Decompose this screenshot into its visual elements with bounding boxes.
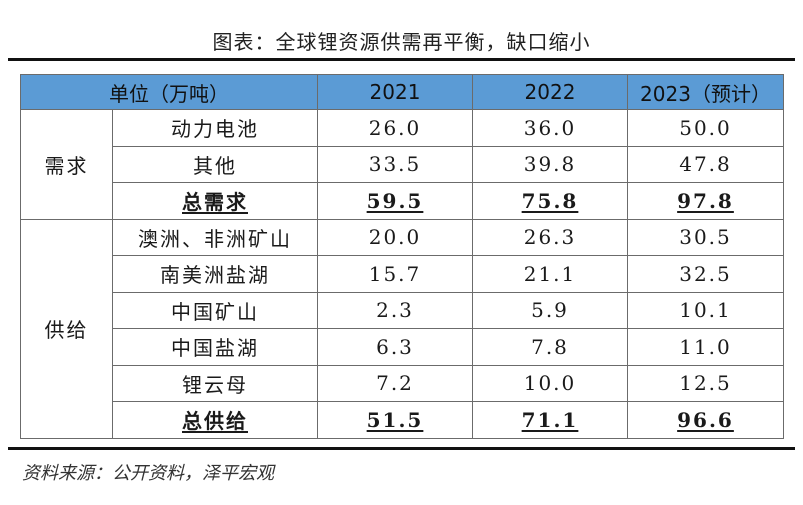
table-row: 中国盐湖 6.3 7.8 11.0 <box>21 328 784 366</box>
row-label: 其他 <box>112 145 318 183</box>
cell-2023: 10.1 <box>627 291 784 329</box>
cell-2021: 6.3 <box>317 328 473 366</box>
row-label: 中国矿山 <box>112 291 318 329</box>
cell-2022: 26.3 <box>472 218 628 256</box>
total-supply-row: 总供给 51.5 71.1 96.6 <box>21 401 784 439</box>
row-label: 中国盐湖 <box>112 328 318 366</box>
row-label: 锂云母 <box>112 364 318 402</box>
group-demand: 需求 <box>20 109 113 220</box>
row-label: 总需求 <box>112 182 318 220</box>
table-row: 需求 动力电池 26.0 36.0 50.0 <box>20 109 784 220</box>
cell-2023: 50.0 <box>627 109 784 147</box>
year-header-2023: 2023（预计） <box>627 74 784 110</box>
cell-2021: 51.5 <box>317 401 473 439</box>
cell-2022: 36.0 <box>472 109 628 147</box>
total-label: 总供给 <box>182 409 248 434</box>
top-rule <box>8 58 795 61</box>
table-row: 中国矿山 2.3 5.9 10.1 <box>21 291 784 329</box>
table-row: 南美洲盐湖 15.7 21.1 32.5 <box>21 255 784 293</box>
cell-2021: 33.5 <box>317 145 473 183</box>
chart-title: 图表：全球锂资源供需再平衡，缺口缩小 <box>212 30 591 54</box>
cell-2021: 2.3 <box>317 291 473 329</box>
cell-2022: 7.8 <box>472 328 628 366</box>
row-label: 动力电池 <box>112 109 318 147</box>
header-row: 单位（万吨） 2021 2022 2023（预计） <box>20 74 784 110</box>
cell-2023: 30.5 <box>627 218 784 256</box>
cell-2023: 11.0 <box>627 328 784 366</box>
cell-2022: 71.1 <box>472 401 628 439</box>
cell-2022: 5.9 <box>472 291 628 329</box>
cell-2023: 32.5 <box>627 255 784 293</box>
cell-2021: 15.7 <box>317 255 473 293</box>
total-label: 总需求 <box>182 190 248 215</box>
cell-2022: 10.0 <box>472 364 628 402</box>
cell-2023: 97.8 <box>627 182 784 220</box>
year-header-2022: 2022 <box>472 74 628 110</box>
cell-2022: 39.8 <box>472 145 628 183</box>
cell-2022: 21.1 <box>472 255 628 293</box>
total-demand-row: 总需求 59.5 75.8 97.8 <box>21 182 784 220</box>
total-value: 51.5 <box>366 407 424 432</box>
cell-2023: 12.5 <box>627 364 784 402</box>
cell-2021: 20.0 <box>317 218 473 256</box>
total-value: 75.8 <box>521 188 579 213</box>
row-label: 南美洲盐湖 <box>112 255 318 293</box>
total-value: 97.8 <box>677 188 734 213</box>
bottom-rule <box>8 447 795 450</box>
cell-2021: 59.5 <box>317 182 473 220</box>
cell-2023: 47.8 <box>627 145 784 183</box>
table-row: 供给 澳洲、非洲矿山 20.0 26.3 30.5 <box>20 218 784 439</box>
lithium-supply-demand-table: 单位（万吨） 2021 2022 2023（预计） 需求 动力电池 26.0 3… <box>20 74 784 439</box>
total-value: 96.6 <box>677 407 734 432</box>
year-header-2021: 2021 <box>317 74 473 110</box>
row-label: 总供给 <box>112 401 318 439</box>
unit-header: 单位（万吨） <box>20 74 318 110</box>
table-row: 锂云母 7.2 10.0 12.5 <box>21 364 784 402</box>
row-label: 澳洲、非洲矿山 <box>112 218 318 256</box>
source-note: 资料来源：公开资料，泽平宏观 <box>22 463 274 484</box>
group-supply: 供给 <box>20 218 113 439</box>
cell-2021: 26.0 <box>317 109 473 147</box>
total-value: 71.1 <box>521 407 579 432</box>
total-value: 59.5 <box>366 188 424 213</box>
cell-2022: 75.8 <box>472 182 628 220</box>
table-row: 其他 33.5 39.8 47.8 <box>21 145 784 183</box>
cell-2023: 96.6 <box>627 401 784 439</box>
cell-2021: 7.2 <box>317 364 473 402</box>
